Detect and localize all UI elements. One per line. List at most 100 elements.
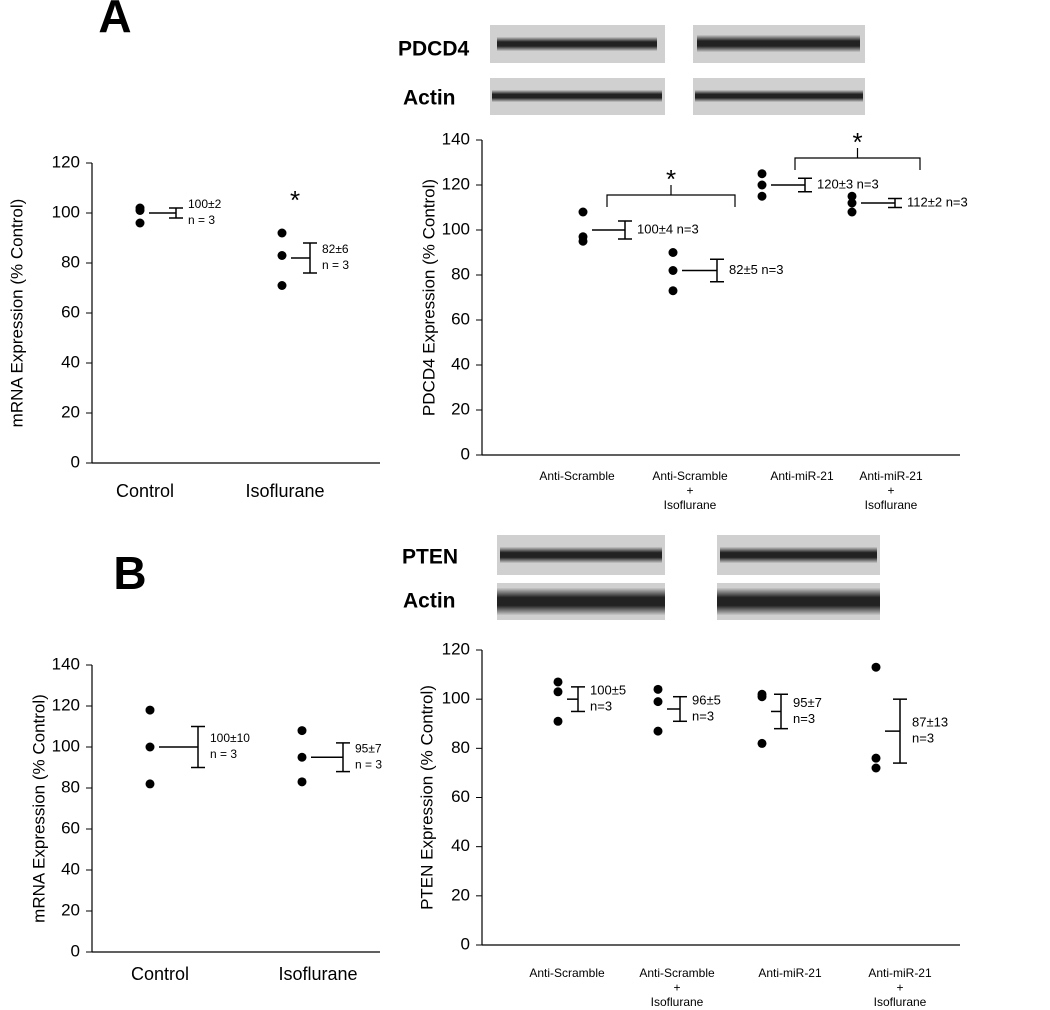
x-tick-label: Isoflurane xyxy=(245,481,324,501)
data-point xyxy=(277,251,287,260)
data-point xyxy=(653,726,663,736)
x-tick-label: Anti-Scramble + Isoflurane xyxy=(639,966,715,1009)
y-tick-label: 100 xyxy=(442,219,470,238)
data-point xyxy=(847,191,857,201)
x-tick-label: Anti-Scramble + Isoflurane xyxy=(652,469,728,512)
data-point xyxy=(145,705,155,715)
data-point xyxy=(277,228,287,238)
y-tick-label: 40 xyxy=(451,354,470,373)
label-line: Anti-Scramble xyxy=(652,469,728,483)
data-point xyxy=(847,207,857,217)
y-tick-label: 20 xyxy=(451,399,470,418)
data-point xyxy=(578,207,588,217)
x-tick-label: Anti-miR-21 xyxy=(758,966,822,980)
blot-pdcd4 xyxy=(490,25,865,115)
y-tick-label: 0 xyxy=(461,444,470,463)
annotation: 100±10 xyxy=(210,731,250,745)
data-point xyxy=(757,191,767,201)
y-axis-label: PDCD4 Expression (% Control) xyxy=(419,179,438,416)
annotation: n = 3 xyxy=(322,258,349,272)
x-tick-label: Anti-miR-21 + Isoflurane xyxy=(859,469,923,512)
y-tick-label: 20 xyxy=(61,900,80,919)
y-tick-label: 40 xyxy=(61,859,80,878)
y-tick-label: 60 xyxy=(61,302,80,321)
y-tick-label: 80 xyxy=(61,252,80,271)
data-point xyxy=(297,752,307,762)
x-tick-label: Anti-Scramble xyxy=(539,469,615,483)
annotation: n=3 xyxy=(912,731,934,746)
label-line: Isoflurane xyxy=(874,995,927,1009)
blot-label: Actin xyxy=(403,87,456,110)
label-line: Anti-miR-21 xyxy=(859,469,923,483)
annotation: n=3 xyxy=(692,708,714,723)
y-tick-label: 60 xyxy=(451,787,470,806)
significance-bracket xyxy=(794,148,921,170)
label-line: + xyxy=(887,484,894,498)
y-tick-label: 60 xyxy=(61,818,80,837)
y-tick-label: 100 xyxy=(52,202,80,221)
label-line: Anti-miR-21 xyxy=(868,966,932,980)
data-point xyxy=(871,662,881,672)
data-point xyxy=(757,692,767,702)
annotation: 100±5 xyxy=(590,683,626,698)
annotation: n = 3 xyxy=(210,747,237,761)
y-tick-label: 120 xyxy=(52,695,80,714)
data-point xyxy=(871,753,881,763)
y-tick-label: 0 xyxy=(461,934,470,953)
y-tick-label: 20 xyxy=(61,402,80,421)
data-point xyxy=(653,684,663,694)
data-point xyxy=(757,169,767,179)
data-point xyxy=(871,763,881,773)
blot-label: Actin xyxy=(403,590,456,613)
data-point xyxy=(668,248,678,257)
data-point xyxy=(553,677,563,687)
annotation: 82±5 n=3 xyxy=(729,262,784,277)
annotation: 100±2 xyxy=(188,197,222,211)
panel-label: B xyxy=(113,547,146,599)
data-point xyxy=(847,198,857,208)
data-point xyxy=(653,697,663,707)
y-tick-label: 0 xyxy=(71,452,80,471)
y-tick-label: 140 xyxy=(52,654,80,673)
data-point xyxy=(553,716,563,726)
annotation: n=3 xyxy=(590,699,612,714)
annotation: 112±2 n=3 xyxy=(907,194,968,209)
y-axis-label: mRNA Expression (% Control) xyxy=(29,694,48,923)
label-line: + xyxy=(673,981,680,995)
x-tick-label: Anti-Scramble xyxy=(529,966,605,980)
y-tick-label: 80 xyxy=(451,738,470,757)
data-point xyxy=(297,777,307,787)
x-tick-label: Anti-miR-21 + Isoflurane xyxy=(868,966,932,1009)
annotation: n=3 xyxy=(793,711,815,726)
data-point xyxy=(297,726,307,736)
y-tick-label: 140 xyxy=(442,129,470,148)
data-point xyxy=(578,236,588,246)
y-tick-label: 60 xyxy=(451,309,470,328)
y-tick-label: 0 xyxy=(71,941,80,960)
y-tick-label: 80 xyxy=(61,777,80,796)
y-tick-label: 120 xyxy=(442,174,470,193)
x-tick-label: Anti-miR-21 xyxy=(770,469,834,483)
x-tick-label: Control xyxy=(116,481,174,501)
label-line: Anti-Scramble xyxy=(639,966,715,980)
significance-marker: * xyxy=(852,127,862,157)
label-line: + xyxy=(686,484,693,498)
blot-pten xyxy=(497,535,880,620)
y-tick-label: 100 xyxy=(52,736,80,755)
label-line: Isoflurane xyxy=(865,498,918,512)
significance-marker: * xyxy=(666,164,676,194)
label-line: Isoflurane xyxy=(651,995,704,1009)
y-tick-label: 120 xyxy=(442,639,470,658)
label-line: Isoflurane xyxy=(664,498,717,512)
significance-marker: * xyxy=(290,185,300,215)
annotation: n = 3 xyxy=(188,213,215,227)
annotation: 95±7 xyxy=(793,695,822,710)
y-axis-label: mRNA Expression (% Control) xyxy=(7,199,26,428)
data-point xyxy=(553,687,563,697)
y-tick-label: 120 xyxy=(52,152,80,171)
data-point xyxy=(145,779,155,789)
data-point xyxy=(757,180,767,190)
panel-label: A xyxy=(98,0,131,42)
x-tick-label: Isoflurane xyxy=(278,964,357,984)
